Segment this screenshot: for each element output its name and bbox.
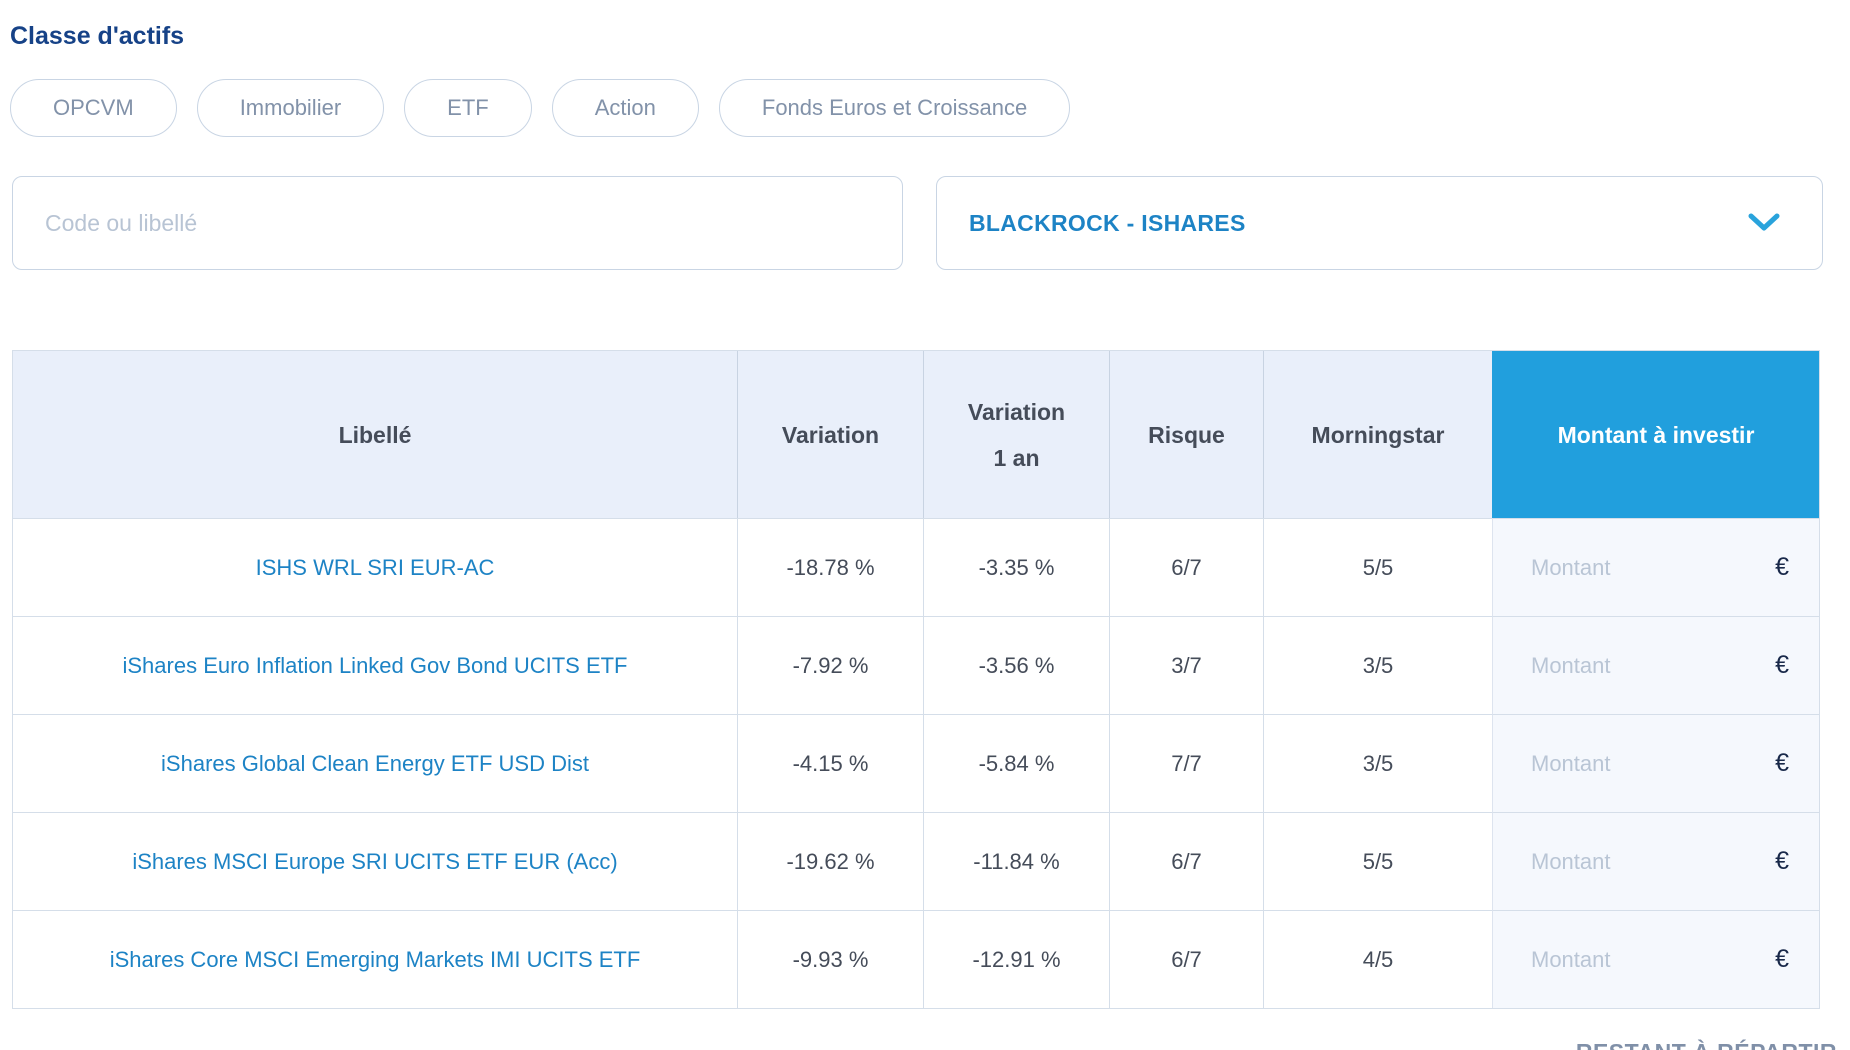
header-morningstar: Morningstar (1263, 351, 1492, 518)
amount-cell: € (1492, 518, 1819, 616)
variation-1an-cell: -12.91 % (923, 910, 1109, 1008)
variation-1an-cell: -11.84 % (923, 812, 1109, 910)
risque-cell: 6/7 (1109, 518, 1263, 616)
provider-dropdown-value: BLACKROCK - ISHARES (969, 209, 1246, 236)
filter-pill-fonds-euros[interactable]: Fonds Euros et Croissance (718, 79, 1071, 137)
morningstar-cell: 5/5 (1263, 518, 1492, 616)
header-libelle: Libellé (13, 351, 737, 518)
morningstar-cell: 3/5 (1263, 714, 1492, 812)
header-variation-1an: Variation 1 an (923, 351, 1109, 518)
header-montant-a-investir: Montant à investir (1492, 351, 1819, 518)
filter-pill-immobilier[interactable]: Immobilier (196, 79, 385, 137)
funds-table: Libellé Variation Variation 1 an Risque … (12, 350, 1820, 1009)
table-row: iShares Core MSCI Emerging Markets IMI U… (13, 910, 1819, 1008)
restant-a-repartir-label: RESTANT À RÉPARTIR (0, 1039, 1837, 1050)
table-row: ISHS WRL SRI EUR-AC -18.78 % -3.35 % 6/7… (13, 518, 1819, 616)
table-row: iShares Global Clean Energy ETF USD Dist… (13, 714, 1819, 812)
variation-cell: -18.78 % (737, 518, 923, 616)
amount-cell: € (1492, 812, 1819, 910)
amount-input[interactable] (1529, 749, 1719, 778)
amount-input[interactable] (1529, 945, 1719, 974)
amount-input[interactable] (1529, 847, 1719, 876)
variation-cell: -19.62 % (737, 812, 923, 910)
variation-1an-cell: -5.84 % (923, 714, 1109, 812)
fund-link[interactable]: iShares MSCI Europe SRI UCITS ETF EUR (A… (132, 848, 618, 874)
filter-pill-etf[interactable]: ETF (404, 79, 532, 137)
fund-link[interactable]: iShares Euro Inflation Linked Gov Bond U… (122, 652, 628, 678)
amount-input[interactable] (1529, 553, 1719, 582)
filter-pill-action[interactable]: Action (551, 79, 699, 137)
euro-symbol: € (1775, 945, 1789, 973)
variation-1an-cell: -3.35 % (923, 518, 1109, 616)
risque-cell: 6/7 (1109, 812, 1263, 910)
euro-symbol: € (1775, 553, 1789, 581)
risque-cell: 3/7 (1109, 616, 1263, 714)
fund-link[interactable]: iShares Global Clean Energy ETF USD Dist (161, 750, 589, 776)
header-risque: Risque (1109, 351, 1263, 518)
fund-selection-page: Classe d'actifs OPCVM Immobilier ETF Act… (0, 22, 1850, 1050)
asset-class-filter-bar: OPCVM Immobilier ETF Action Fonds Euros … (10, 79, 1850, 137)
euro-symbol: € (1775, 651, 1789, 679)
variation-cell: -9.93 % (737, 910, 923, 1008)
risque-cell: 6/7 (1109, 910, 1263, 1008)
fund-link[interactable]: iShares Core MSCI Emerging Markets IMI U… (109, 946, 641, 972)
amount-cell: € (1492, 714, 1819, 812)
fund-link[interactable]: ISHS WRL SRI EUR-AC (255, 554, 495, 580)
provider-dropdown[interactable]: BLACKROCK - ISHARES (936, 176, 1823, 270)
amount-input[interactable] (1529, 651, 1719, 680)
amount-cell: € (1492, 910, 1819, 1008)
header-variation: Variation (737, 351, 923, 518)
search-and-provider-row: BLACKROCK - ISHARES (12, 176, 1850, 270)
table-row: iShares MSCI Europe SRI UCITS ETF EUR (A… (13, 812, 1819, 910)
euro-symbol: € (1775, 847, 1789, 875)
morningstar-cell: 4/5 (1263, 910, 1492, 1008)
table-row: iShares Euro Inflation Linked Gov Bond U… (13, 616, 1819, 714)
variation-cell: -7.92 % (737, 616, 923, 714)
table-header-row: Libellé Variation Variation 1 an Risque … (13, 351, 1819, 518)
morningstar-cell: 3/5 (1263, 616, 1492, 714)
search-input[interactable] (12, 176, 903, 270)
amount-cell: € (1492, 616, 1819, 714)
morningstar-cell: 5/5 (1263, 812, 1492, 910)
variation-cell: -4.15 % (737, 714, 923, 812)
chevron-down-icon[interactable] (1748, 213, 1780, 233)
risque-cell: 7/7 (1109, 714, 1263, 812)
euro-symbol: € (1775, 749, 1789, 777)
filter-pill-opcvm[interactable]: OPCVM (10, 79, 177, 137)
search-box (12, 176, 903, 270)
variation-1an-cell: -3.56 % (923, 616, 1109, 714)
page-title: Classe d'actifs (10, 22, 185, 50)
